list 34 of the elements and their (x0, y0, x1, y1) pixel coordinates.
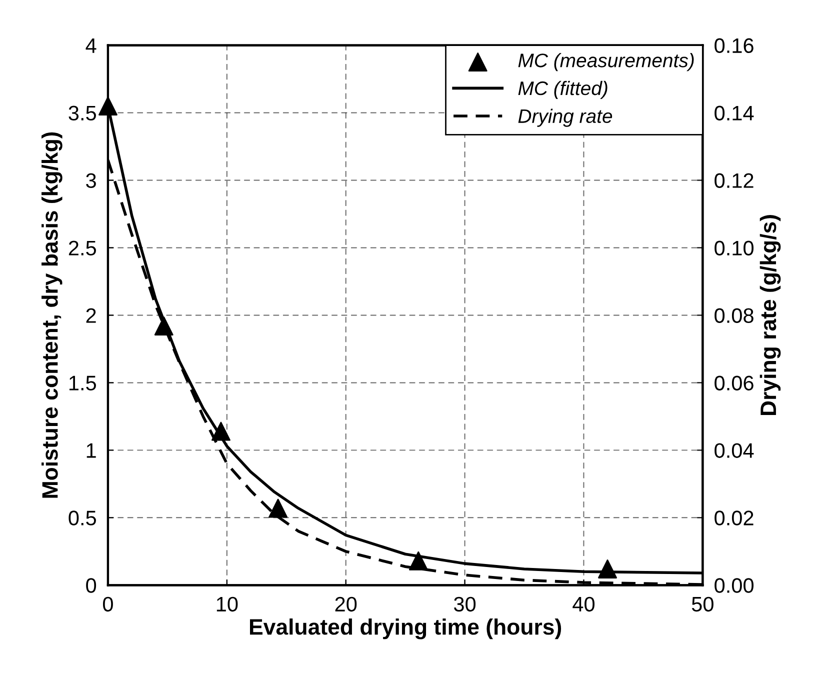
point (268, 498, 288, 518)
x-tick-label: 0 (102, 596, 113, 612)
legend-label: MC (measurements) (518, 53, 694, 72)
y-tick-label: 0 (86, 578, 96, 593)
legend-label: Drying rate (518, 108, 612, 127)
x-tick-label: 40 (572, 596, 594, 612)
y2-tick-label: 0.00 (714, 578, 754, 593)
x-tick-label: 10 (216, 596, 238, 612)
y-tick-label: 0.5 (68, 510, 96, 526)
legend-label: MC (fitted) (518, 80, 608, 100)
y-tick-label: 1.5 (69, 376, 96, 390)
y-tick-label: 3 (86, 173, 96, 188)
y-tick-label: 4 (86, 38, 96, 53)
x-axis-title: Evaluated drying time (hours) (250, 618, 562, 640)
y-tick-label: 2.5 (68, 240, 96, 256)
y2-tick-label: 0.10 (714, 240, 754, 256)
y2-tick-label: 0.08 (714, 308, 754, 323)
y-tick-label: 3.5 (68, 106, 96, 121)
x-tick-label: 50 (692, 596, 714, 612)
y2-tick-label: 0.02 (714, 510, 754, 526)
point (211, 422, 230, 441)
point (598, 559, 617, 578)
y-tick-label: 2 (86, 308, 96, 323)
y2-tick-label: 0.04 (714, 443, 754, 458)
y2-axis-title: Drying rate (g/kg/s) (760, 215, 781, 415)
point (408, 551, 428, 570)
x-tick-label: 20 (335, 596, 357, 612)
y2-tick-label: 0.06 (714, 376, 754, 390)
x-tick-label: 30 (454, 596, 476, 612)
y2-tick-label: 0.16 (714, 38, 754, 54)
y-axis-title: Moisture content, dry basis (kg/kg) (42, 132, 62, 498)
y-tick-label: 1 (86, 443, 96, 458)
y2-tick-label: 0.12 (714, 173, 754, 188)
y2-tick-label: 0.14 (714, 106, 754, 121)
